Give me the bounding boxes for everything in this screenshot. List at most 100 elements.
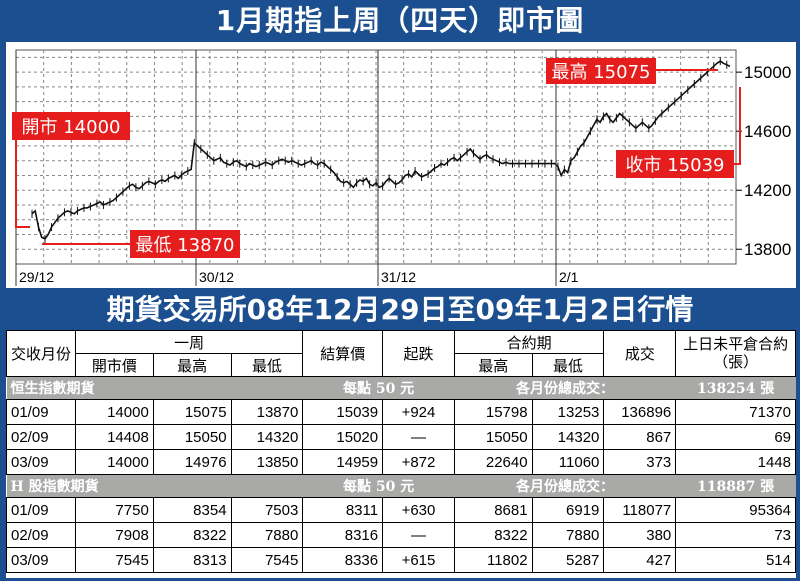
x-tick-label: 31/12 (381, 269, 416, 285)
th-open: 開市價 (75, 353, 154, 377)
table-cell: 02/09 (5, 522, 77, 548)
table-cell: 15039 (302, 399, 384, 425)
table-cell: 15798 (453, 399, 533, 425)
section-header: H 股指數期貨 每點 50 元各月份總成交： 118887 張 (6, 474, 796, 498)
table-cell: +924 (382, 399, 455, 425)
table-cell: 15050 (152, 424, 232, 450)
table-row: 01/09 14000 15075 13870 15039 +924 15798 13253 1… (5, 399, 796, 425)
th-contract-low: 最低 (531, 353, 605, 377)
high-annotation-box (546, 58, 656, 84)
y-tick-label: 13800 (744, 240, 791, 259)
table-row: 02/09 7908 8322 7880 8316—8322 7880 380 73 (5, 522, 796, 548)
close-arrow (734, 87, 741, 165)
high-annotation-label: 最高 15075 (552, 62, 651, 83)
table-cell: 7908 (75, 522, 154, 548)
table-cell: 7750 (75, 497, 154, 523)
table-cell: 13253 (531, 399, 605, 425)
table-cell: 7503 (230, 497, 304, 523)
y-tick-label: 14200 (744, 181, 791, 200)
table-cell: 427 (603, 547, 677, 573)
table-cell: 8313 (152, 547, 232, 573)
close-annotation-box (616, 150, 734, 178)
table-cell: 13850 (230, 449, 304, 475)
table-cell: 73 (675, 522, 796, 548)
th-high: 最高 (152, 353, 232, 377)
open-annotation-label: 開市 14000 (22, 117, 121, 138)
low-annotation-box (130, 230, 240, 258)
table-cell: 69 (675, 424, 796, 450)
table-cell: 03/09 (5, 547, 77, 573)
x-tick-label: 29/12 (19, 269, 54, 285)
th-oi: 上日未平倉合約（張） (675, 330, 796, 377)
chart-panel: 13800 14200 14600 15000 29/12 30/12 31/12 2/1 … (6, 42, 796, 288)
table-cell: 8322 (152, 522, 232, 548)
table-cell: 7545 (75, 547, 154, 573)
y-tick-label: 14600 (744, 122, 791, 141)
section-total-label: 各月份總成交： (454, 474, 676, 498)
table-cell: 8316 (302, 522, 384, 548)
table-row: 03/09 14000 14976 13850 14959 +872 22640 11060 3… (5, 449, 796, 475)
futures-table: 交收月份 一周 結算價 起跌 合約期 成交 上日未平倉合約（張） 開市價 最高 … (5, 330, 796, 573)
table-cell: 7880 (230, 522, 304, 548)
table-cell: 14320 (230, 424, 304, 450)
table-cell: 11802 (453, 547, 533, 573)
chart-title: 1月期指上周（四天）即市圖 (215, 4, 585, 37)
section-name: 恒生指數期貨 (6, 376, 303, 400)
th-week: 一周 (75, 330, 304, 354)
table-cell: 01/09 (5, 497, 77, 523)
table-cell: 380 (603, 522, 677, 548)
table-cell: 71370 (675, 399, 796, 425)
section-point-value: 每點 50 元 (302, 474, 455, 498)
price-line (31, 60, 731, 240)
table-cell: 15020 (302, 424, 384, 450)
th-change: 起跌 (382, 330, 455, 377)
section-total: 118887 張 (675, 474, 796, 498)
low-annotation-label: 最低 13870 (136, 235, 235, 256)
x-tick-label: 30/12 (199, 269, 234, 285)
table-cell: — (382, 522, 455, 548)
table-cell: 14000 (75, 449, 154, 475)
table-cell: 8311 (302, 497, 384, 523)
table-cell: 373 (603, 449, 677, 475)
y-tick-label: 15000 (744, 63, 791, 82)
table-cell: 118077 (603, 497, 677, 523)
section-total-label: 各月份總成交： (454, 376, 676, 400)
open-annotation-box (12, 112, 130, 140)
table-row: 01/09 7750 8354 7503 8311 +630 8681 6919 118077 9… (5, 497, 796, 523)
table-cell: +615 (382, 547, 455, 573)
section-header: 恒生指數期貨 每點 50 元各月份總成交： 138254 張 (6, 376, 796, 400)
table-cell: 22640 (453, 449, 533, 475)
table-cell: +630 (382, 497, 455, 523)
th-volume: 成交 (603, 330, 677, 377)
table-cell: 15075 (152, 399, 232, 425)
table-cell: 95364 (675, 497, 796, 523)
futures-table-panel: 交收月份 一周 結算價 起跌 合約期 成交 上日未平倉合約（張） 開市價 最高 … (5, 330, 796, 578)
th-low: 最低 (230, 353, 304, 377)
table-cell: 7545 (230, 547, 304, 573)
table-cell: 514 (675, 547, 796, 573)
table-cell: 136896 (603, 399, 677, 425)
table-cell: 02/09 (5, 424, 77, 450)
table-cell: — (382, 424, 455, 450)
close-annotation-label: 收市 15039 (626, 155, 725, 176)
table-cell: 11060 (531, 449, 605, 475)
table-cell: 5287 (531, 547, 605, 573)
table-cell: 01/09 (5, 399, 77, 425)
th-month: 交收月份 (5, 330, 77, 377)
section-total: 138254 張 (675, 376, 796, 400)
table-cell: 8354 (152, 497, 232, 523)
open-arrow (15, 140, 30, 228)
table-cell: 03/09 (5, 449, 77, 475)
table-cell: 14320 (531, 424, 605, 450)
table-cell: 14408 (75, 424, 154, 450)
table-cell: 8336 (302, 547, 384, 573)
table-row: 03/09 7545 8313 7545 8336 +615 11802 5287 427 514 (5, 547, 796, 573)
table-title: 期貨交易所08年12月29日至09年1月2日行情 (106, 293, 694, 326)
th-contract: 合約期 (453, 330, 605, 354)
table-cell: 867 (603, 424, 677, 450)
th-settle: 結算價 (302, 330, 384, 377)
x-tick-label: 2/1 (559, 269, 579, 285)
section-name: H 股指數期貨 (6, 474, 303, 498)
table-cell: +872 (382, 449, 455, 475)
